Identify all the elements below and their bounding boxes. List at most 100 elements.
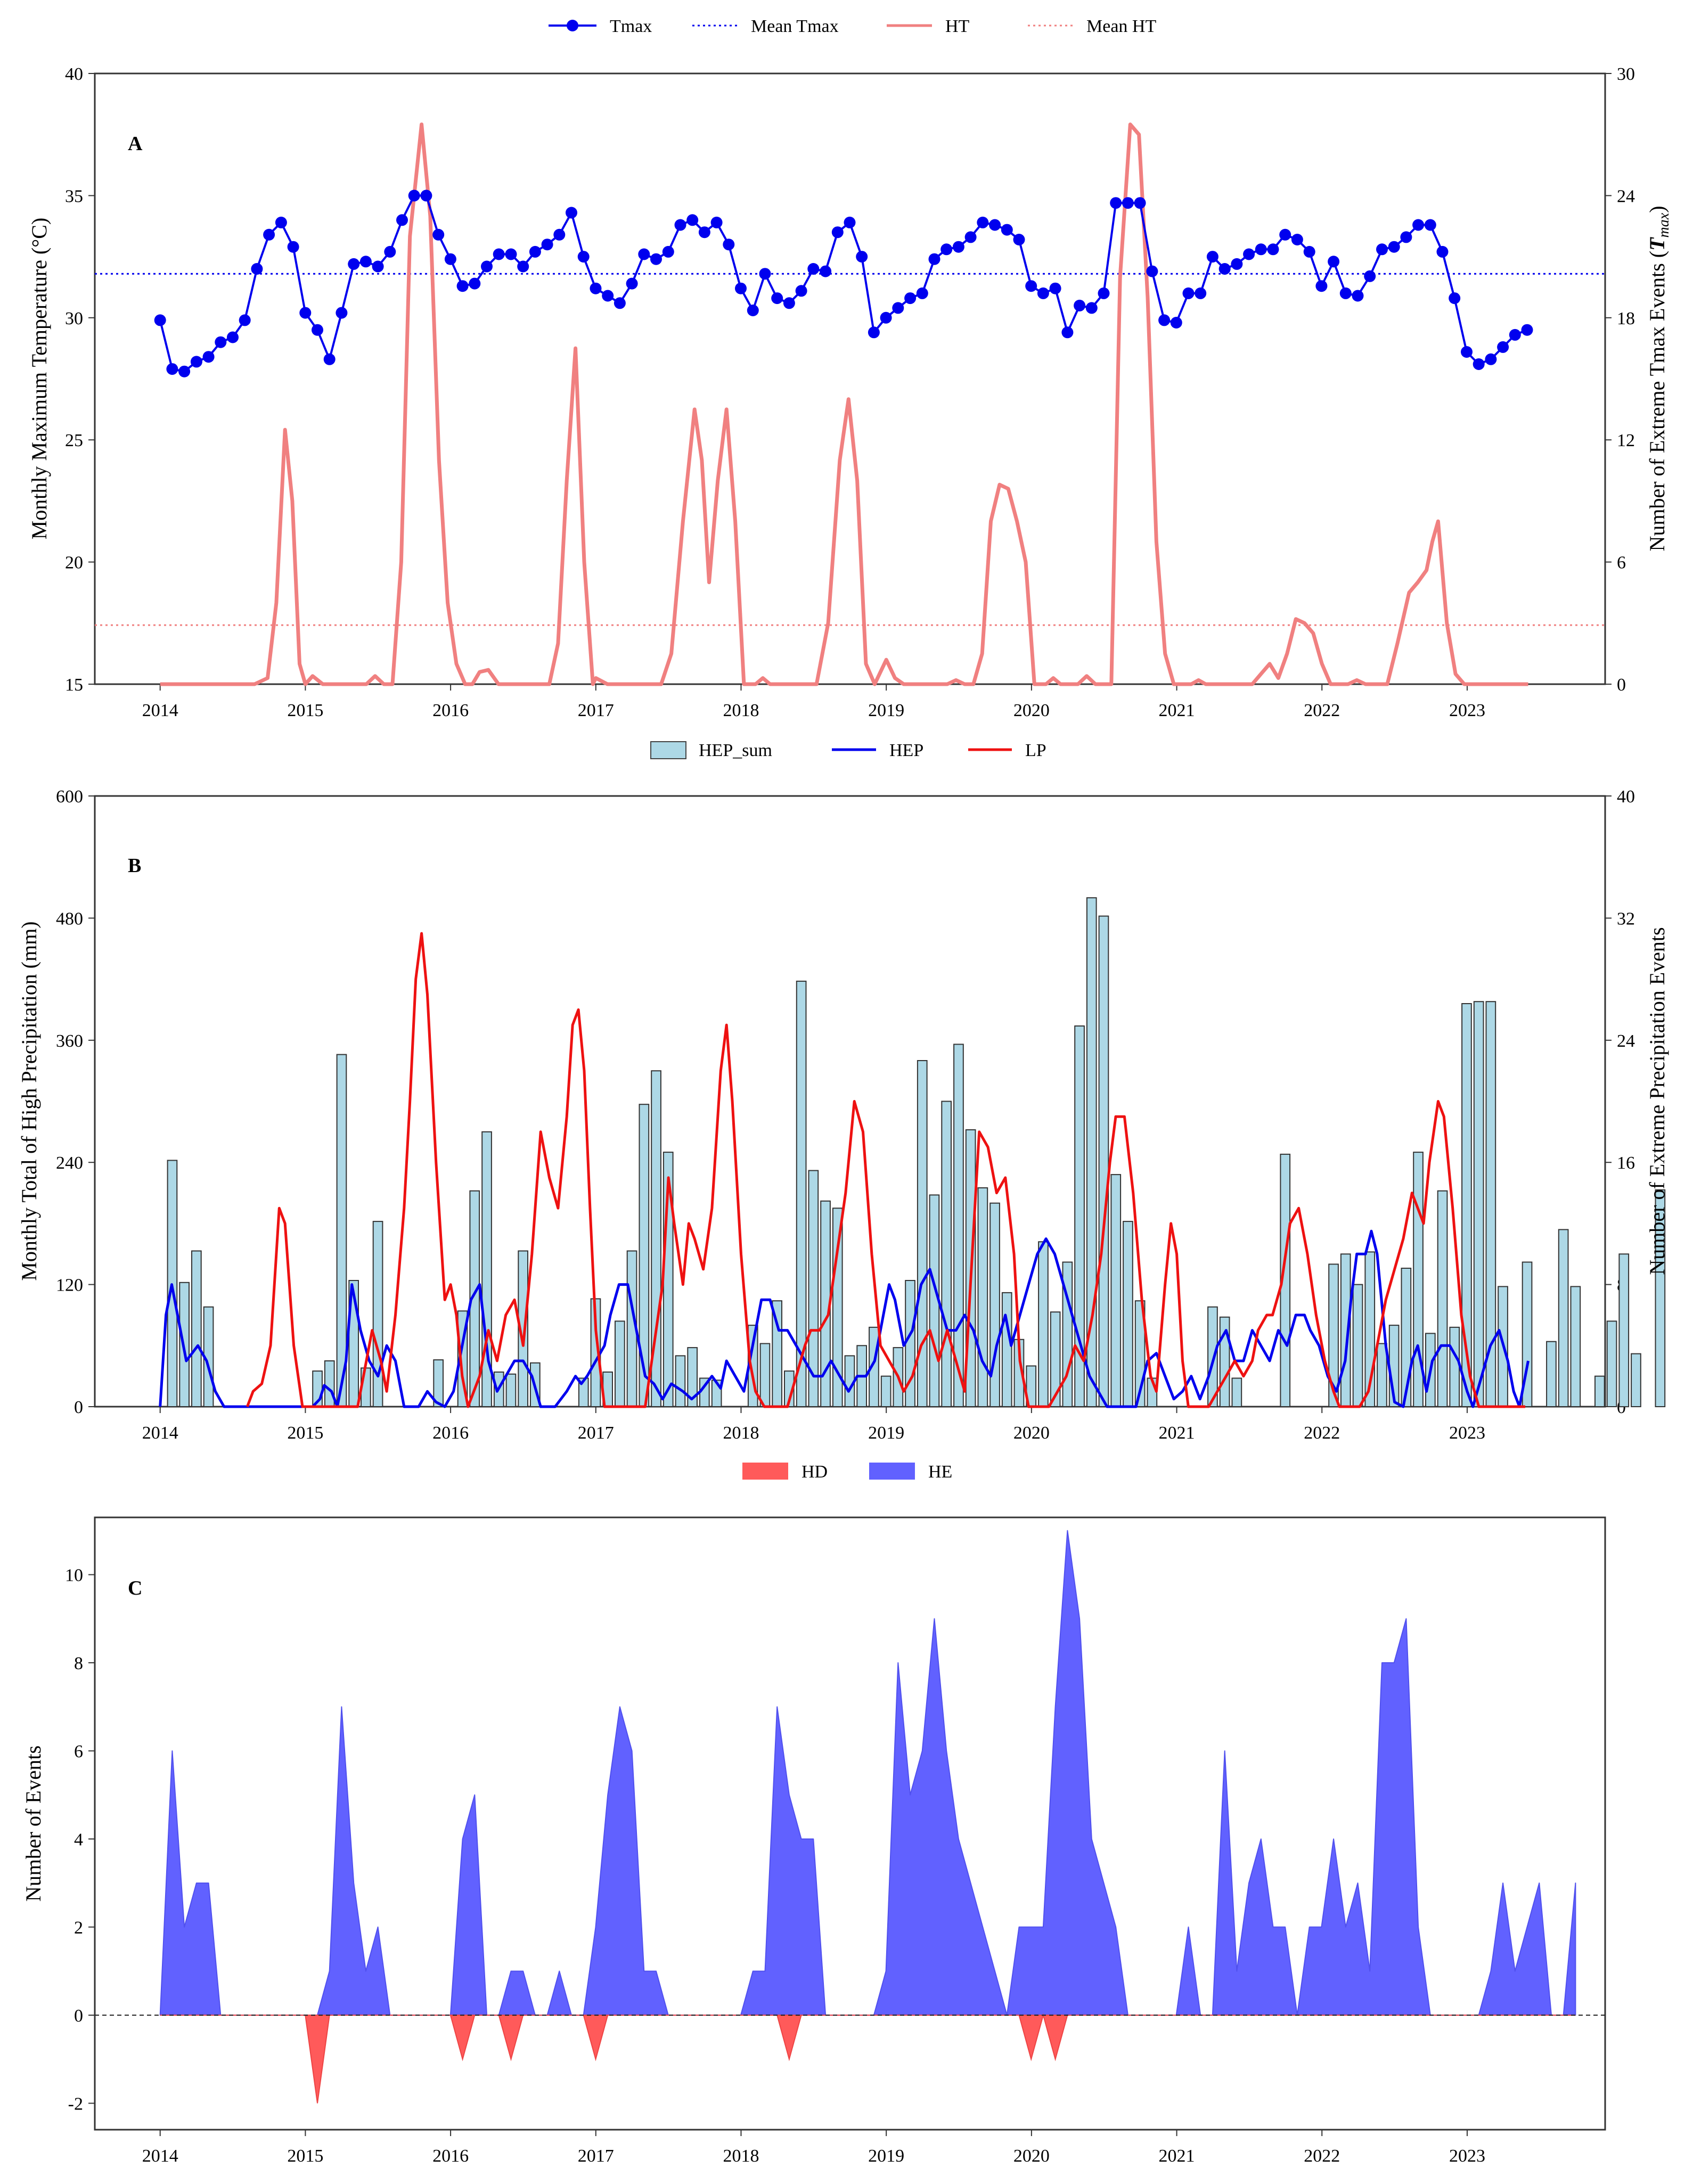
x-tick-label: 2017 xyxy=(578,2146,614,2166)
y-tick-label: 35 xyxy=(65,186,83,206)
x-tick-label: 2016 xyxy=(432,701,469,720)
hep-sum-bar xyxy=(1377,1343,1387,1407)
tmax-point xyxy=(456,280,469,292)
x-tick-label: 2014 xyxy=(142,701,178,720)
hep-sum-bar xyxy=(324,1360,335,1407)
x-tick-label: 2022 xyxy=(1304,2146,1340,2166)
hep-sum-bar xyxy=(1050,1311,1061,1407)
tmax-point xyxy=(614,297,626,309)
hep-sum-bar xyxy=(336,1054,347,1407)
x-tick-label: 2022 xyxy=(1304,1423,1340,1443)
panel-b-ylabel: Monthly Total of High Precipitation (mm) xyxy=(17,921,41,1280)
hep-sum-bar xyxy=(1328,1263,1339,1407)
hep-sum-bar xyxy=(1473,1001,1484,1407)
tmax-point xyxy=(336,307,348,319)
tmax-point xyxy=(638,248,650,260)
y-tick-label: 4 xyxy=(74,1830,83,1850)
tmax-point xyxy=(795,285,807,297)
tmax-point xyxy=(747,305,759,316)
hep-sum-bar xyxy=(1110,1174,1122,1408)
tmax-point xyxy=(566,207,577,219)
tmax-point xyxy=(1315,280,1328,292)
y2-tick-label: 24 xyxy=(1617,1031,1635,1051)
tmax-point xyxy=(964,231,977,243)
x-tick-label: 2020 xyxy=(1013,1423,1050,1443)
hep-sum-bar xyxy=(977,1187,988,1407)
tmax-point xyxy=(469,277,481,290)
hep-sum-bar xyxy=(796,980,807,1407)
x-tick-label: 2017 xyxy=(578,701,614,720)
tmax-point xyxy=(880,311,892,324)
tmax-point xyxy=(940,243,953,256)
x-tick-label: 2020 xyxy=(1013,701,1050,720)
legend-b: HEP_sum HEP LP xyxy=(650,741,1046,760)
tmax-point xyxy=(1521,324,1533,336)
x-tick-label: 2015 xyxy=(287,701,323,720)
y2label-var: T xyxy=(1645,237,1669,251)
y2label-prefix: Number of Extreme Tmax Events ( xyxy=(1645,251,1669,552)
tmax-point xyxy=(1098,287,1110,299)
y2-tick-label: 18 xyxy=(1617,309,1635,329)
y2-tick-label: 40 xyxy=(1617,787,1635,807)
legend-a: Tmax Mean Tmax HT Mean HT xyxy=(549,17,1156,36)
tmax-point xyxy=(1206,251,1218,263)
hep-sum-bar xyxy=(191,1250,202,1407)
tmax-point xyxy=(1061,326,1074,339)
hep-sum-bar xyxy=(1606,1320,1617,1407)
hep-sum-bar xyxy=(1038,1241,1049,1408)
hep-sum-bar xyxy=(1098,915,1109,1407)
tmax-point xyxy=(1449,292,1461,305)
hep-sum-bar xyxy=(372,1221,383,1408)
panel-b-letter: B xyxy=(128,855,141,877)
y-tick-label: 6 xyxy=(74,1742,83,1761)
tmax-point xyxy=(1364,270,1376,282)
legend-c: HD HE xyxy=(742,1462,952,1482)
hep-sum-bar xyxy=(1461,1003,1472,1407)
x-tick-label: 2021 xyxy=(1159,2146,1195,2166)
tmax-point xyxy=(626,277,638,290)
panel-c: C -2 0 2 4 6 8 10 2014 2015 2016 2017 2018 2019 2020… xyxy=(21,1516,1606,2166)
tmax-point xyxy=(1412,219,1425,231)
tmax-point xyxy=(1085,302,1098,314)
tmax-point xyxy=(820,265,832,277)
tmax-point xyxy=(1267,243,1279,256)
tmax-point xyxy=(698,226,710,239)
y2-tick-label: 32 xyxy=(1617,909,1635,929)
x-tick-label: 2018 xyxy=(723,701,759,720)
tmax-point xyxy=(263,228,275,241)
tmax-point xyxy=(904,292,917,305)
tmax-point xyxy=(481,260,493,273)
panel-c-letter: C xyxy=(128,1577,142,1599)
y-tick-label: 30 xyxy=(65,309,83,329)
tmax-point xyxy=(1255,243,1267,256)
tmax-point xyxy=(1170,317,1182,329)
tmax-point xyxy=(553,228,566,241)
panel-a-letter: A xyxy=(128,133,143,155)
tmax-point xyxy=(299,307,312,319)
y-tick-label: 0 xyxy=(74,2006,83,2026)
tmax-point xyxy=(1376,243,1388,256)
tmax-point xyxy=(1013,234,1025,245)
hep-sum-bar xyxy=(1086,897,1097,1407)
tmax-point xyxy=(1388,241,1400,253)
x-tick-label: 2017 xyxy=(578,1423,614,1443)
tmax-point xyxy=(928,253,940,265)
hep-sum-bar xyxy=(1352,1284,1363,1408)
tmax-point xyxy=(1158,314,1171,326)
lp-line xyxy=(246,932,1525,1408)
tmax-point xyxy=(541,239,553,251)
y2-tick-label: 24 xyxy=(1617,186,1635,206)
tmax-point xyxy=(662,245,674,258)
panel-a-ylabel: Monthly Maximum Temperature (°C) xyxy=(27,218,51,540)
legend-a-mean-tmax: Mean Tmax xyxy=(751,17,839,36)
x-tick-label: 2023 xyxy=(1449,1423,1485,1443)
panel-c-frame xyxy=(94,1516,1606,2131)
x-tick-label: 2018 xyxy=(723,2146,759,2166)
tmax-point xyxy=(384,245,396,258)
tmax-point xyxy=(432,228,445,241)
tmax-point xyxy=(856,251,868,263)
hd-area xyxy=(160,2013,1576,2104)
tmax-point xyxy=(1049,282,1061,294)
tmax-point xyxy=(529,245,541,258)
hep-sum-bar xyxy=(1074,1025,1085,1407)
